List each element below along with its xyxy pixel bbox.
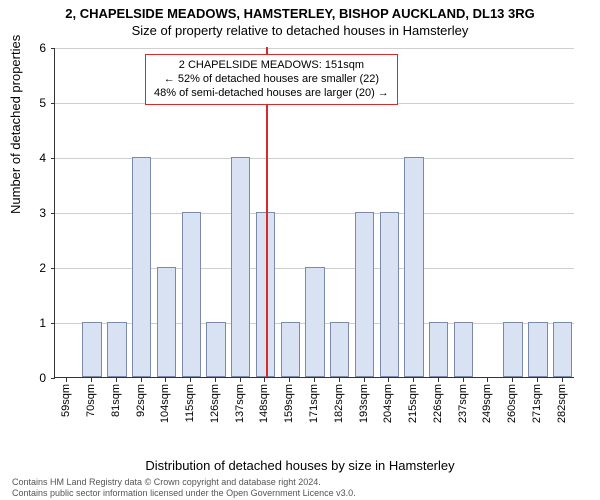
x-tick-label: 70sqm (85, 384, 97, 417)
plot-area: 2 CHAPELSIDE MEADOWS: 151sqm ← 52% of de… (54, 48, 574, 378)
bar (528, 322, 547, 377)
x-tick-label: 59sqm (60, 384, 72, 417)
x-tick-label: 81sqm (110, 384, 122, 417)
y-tick-label: 1 (26, 316, 46, 330)
footer-line1: Contains HM Land Registry data © Crown c… (12, 477, 356, 487)
x-tick-mark (438, 378, 439, 382)
footer-line2: Contains public sector information licen… (12, 488, 356, 498)
x-tick-label: 237sqm (457, 384, 469, 423)
x-tick-mark (364, 378, 365, 382)
x-tick-label: 215sqm (407, 384, 419, 423)
x-tick-mark (141, 378, 142, 382)
y-axis-label: Number of detached properties (8, 35, 23, 214)
x-tick-mark (512, 378, 513, 382)
bar (157, 267, 176, 377)
chart-title-address: 2, CHAPELSIDE MEADOWS, HAMSTERLEY, BISHO… (0, 6, 600, 21)
x-tick-label: 204sqm (382, 384, 394, 423)
x-tick-label: 193sqm (358, 384, 370, 423)
y-tick-mark (51, 213, 55, 214)
x-tick-mark (190, 378, 191, 382)
x-tick-label: 137sqm (234, 384, 246, 423)
x-tick-label: 182sqm (333, 384, 345, 423)
bar (429, 322, 448, 377)
x-tick-label: 282sqm (556, 384, 568, 423)
chart-subtitle: Size of property relative to detached ho… (0, 23, 600, 38)
footer-attribution: Contains HM Land Registry data © Crown c… (12, 477, 356, 498)
bar (404, 157, 423, 377)
annotation-line2: ← 52% of detached houses are smaller (22… (154, 73, 389, 87)
y-tick-label: 0 (26, 371, 46, 385)
y-tick-mark (51, 323, 55, 324)
annotation-line1: 2 CHAPELSIDE MEADOWS: 151sqm (154, 59, 389, 73)
y-tick-mark (51, 158, 55, 159)
x-tick-mark (487, 378, 488, 382)
bar (503, 322, 522, 377)
bar (330, 322, 349, 377)
x-tick-label: 271sqm (531, 384, 543, 423)
bar (553, 322, 572, 377)
annotation-box: 2 CHAPELSIDE MEADOWS: 151sqm ← 52% of de… (145, 54, 398, 105)
x-tick-label: 260sqm (506, 384, 518, 423)
x-tick-label: 159sqm (283, 384, 295, 423)
y-tick-mark (51, 103, 55, 104)
x-tick-label: 92sqm (135, 384, 147, 417)
x-tick-mark (413, 378, 414, 382)
y-tick-mark (51, 268, 55, 269)
bar (231, 157, 250, 377)
x-tick-mark (562, 378, 563, 382)
x-tick-label: 171sqm (308, 384, 320, 423)
y-tick-label: 3 (26, 206, 46, 220)
x-tick-mark (66, 378, 67, 382)
x-tick-label: 148sqm (258, 384, 270, 423)
x-tick-mark (537, 378, 538, 382)
annotation-line3: 48% of semi-detached houses are larger (… (154, 87, 389, 101)
x-tick-label: 249sqm (481, 384, 493, 423)
x-axis-label: Distribution of detached houses by size … (0, 458, 600, 473)
x-tick-mark (463, 378, 464, 382)
y-tick-label: 2 (26, 261, 46, 275)
x-tick-mark (314, 378, 315, 382)
bar (380, 212, 399, 377)
bar (132, 157, 151, 377)
y-tick-label: 5 (26, 96, 46, 110)
title-block: 2, CHAPELSIDE MEADOWS, HAMSTERLEY, BISHO… (0, 0, 600, 38)
bar (281, 322, 300, 377)
bar (305, 267, 324, 377)
x-tick-label: 115sqm (184, 384, 196, 422)
bar (355, 212, 374, 377)
x-tick-label: 226sqm (432, 384, 444, 423)
bar (206, 322, 225, 377)
bar (182, 212, 201, 377)
x-tick-mark (165, 378, 166, 382)
x-tick-mark (289, 378, 290, 382)
x-tick-mark (339, 378, 340, 382)
x-tick-mark (264, 378, 265, 382)
y-tick-label: 6 (26, 41, 46, 55)
x-tick-mark (116, 378, 117, 382)
x-tick-mark (388, 378, 389, 382)
y-tick-mark (51, 48, 55, 49)
x-tick-label: 104sqm (159, 384, 171, 423)
gridline (55, 48, 574, 49)
x-tick-mark (240, 378, 241, 382)
bar (82, 322, 101, 377)
x-tick-mark (91, 378, 92, 382)
x-tick-mark (215, 378, 216, 382)
x-tick-label: 126sqm (209, 384, 221, 423)
chart-area: 2 CHAPELSIDE MEADOWS: 151sqm ← 52% of de… (54, 48, 574, 420)
y-tick-label: 4 (26, 151, 46, 165)
y-tick-mark (51, 378, 55, 379)
bar (454, 322, 473, 377)
bar (107, 322, 126, 377)
